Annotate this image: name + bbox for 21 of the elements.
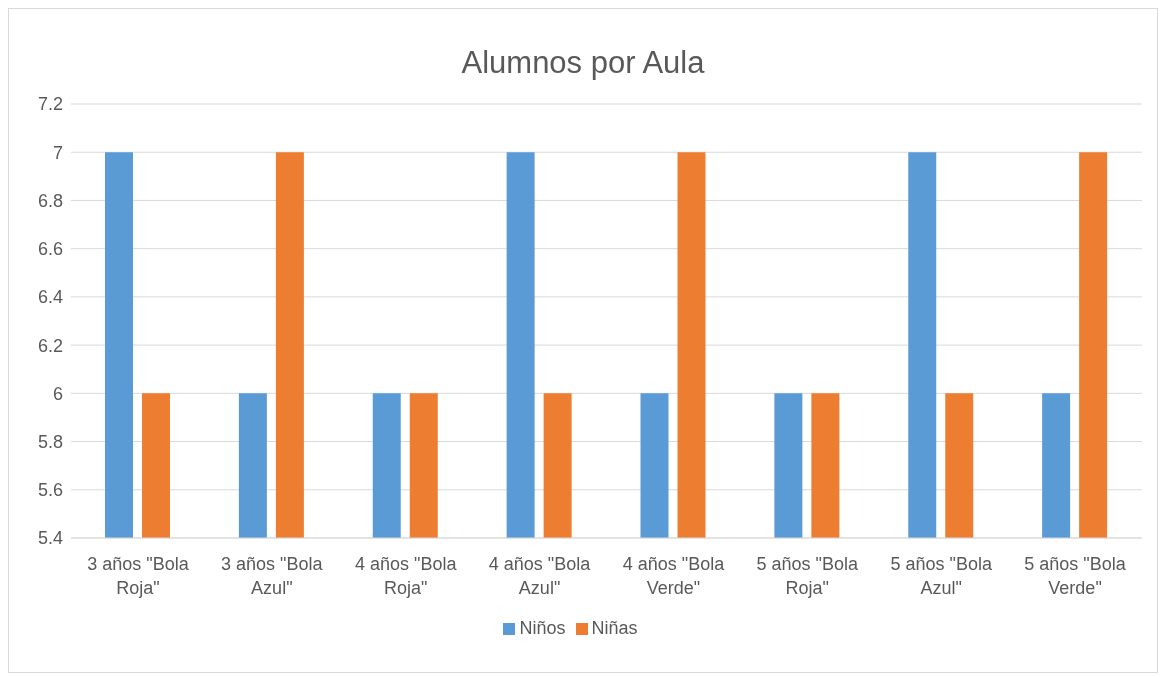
- x-tick-label: 4 años "Bola Roja": [354, 554, 458, 598]
- chart-title: Alumnos por Aula: [460, 45, 706, 81]
- x-tick-label: 4 años "Bola Verde": [622, 554, 726, 598]
- y-tick-label: 7.2: [37, 94, 63, 115]
- x-tick-label: 3 años "Bola Azul": [221, 554, 324, 598]
- x-tick-label: 5 años "Bola Roja": [756, 554, 860, 598]
- x-tick-label: 3 años "Bola Roja": [87, 554, 190, 598]
- x-tick-label: 4 años "Bola Azul": [488, 554, 592, 598]
- legend-label: Niñas: [591, 618, 638, 638]
- y-tick-label: 6.2: [37, 335, 63, 356]
- y-tick-label: 6.8: [37, 190, 63, 211]
- y-tick-label: 5.6: [37, 480, 63, 501]
- y-tick-label: 5.4: [37, 528, 63, 549]
- y-tick-label: 5.8: [37, 431, 63, 452]
- y-tick-label: 7: [52, 142, 63, 163]
- legend-label: Niños: [519, 618, 566, 638]
- x-tick-label: 5 años "Bola Verde": [1024, 554, 1127, 598]
- x-tick-label: 5 años "Bola Azul": [890, 554, 993, 598]
- y-tick-label: 6: [52, 383, 63, 404]
- y-tick-label: 6.4: [37, 287, 63, 308]
- y-tick-label: 6.6: [37, 239, 63, 260]
